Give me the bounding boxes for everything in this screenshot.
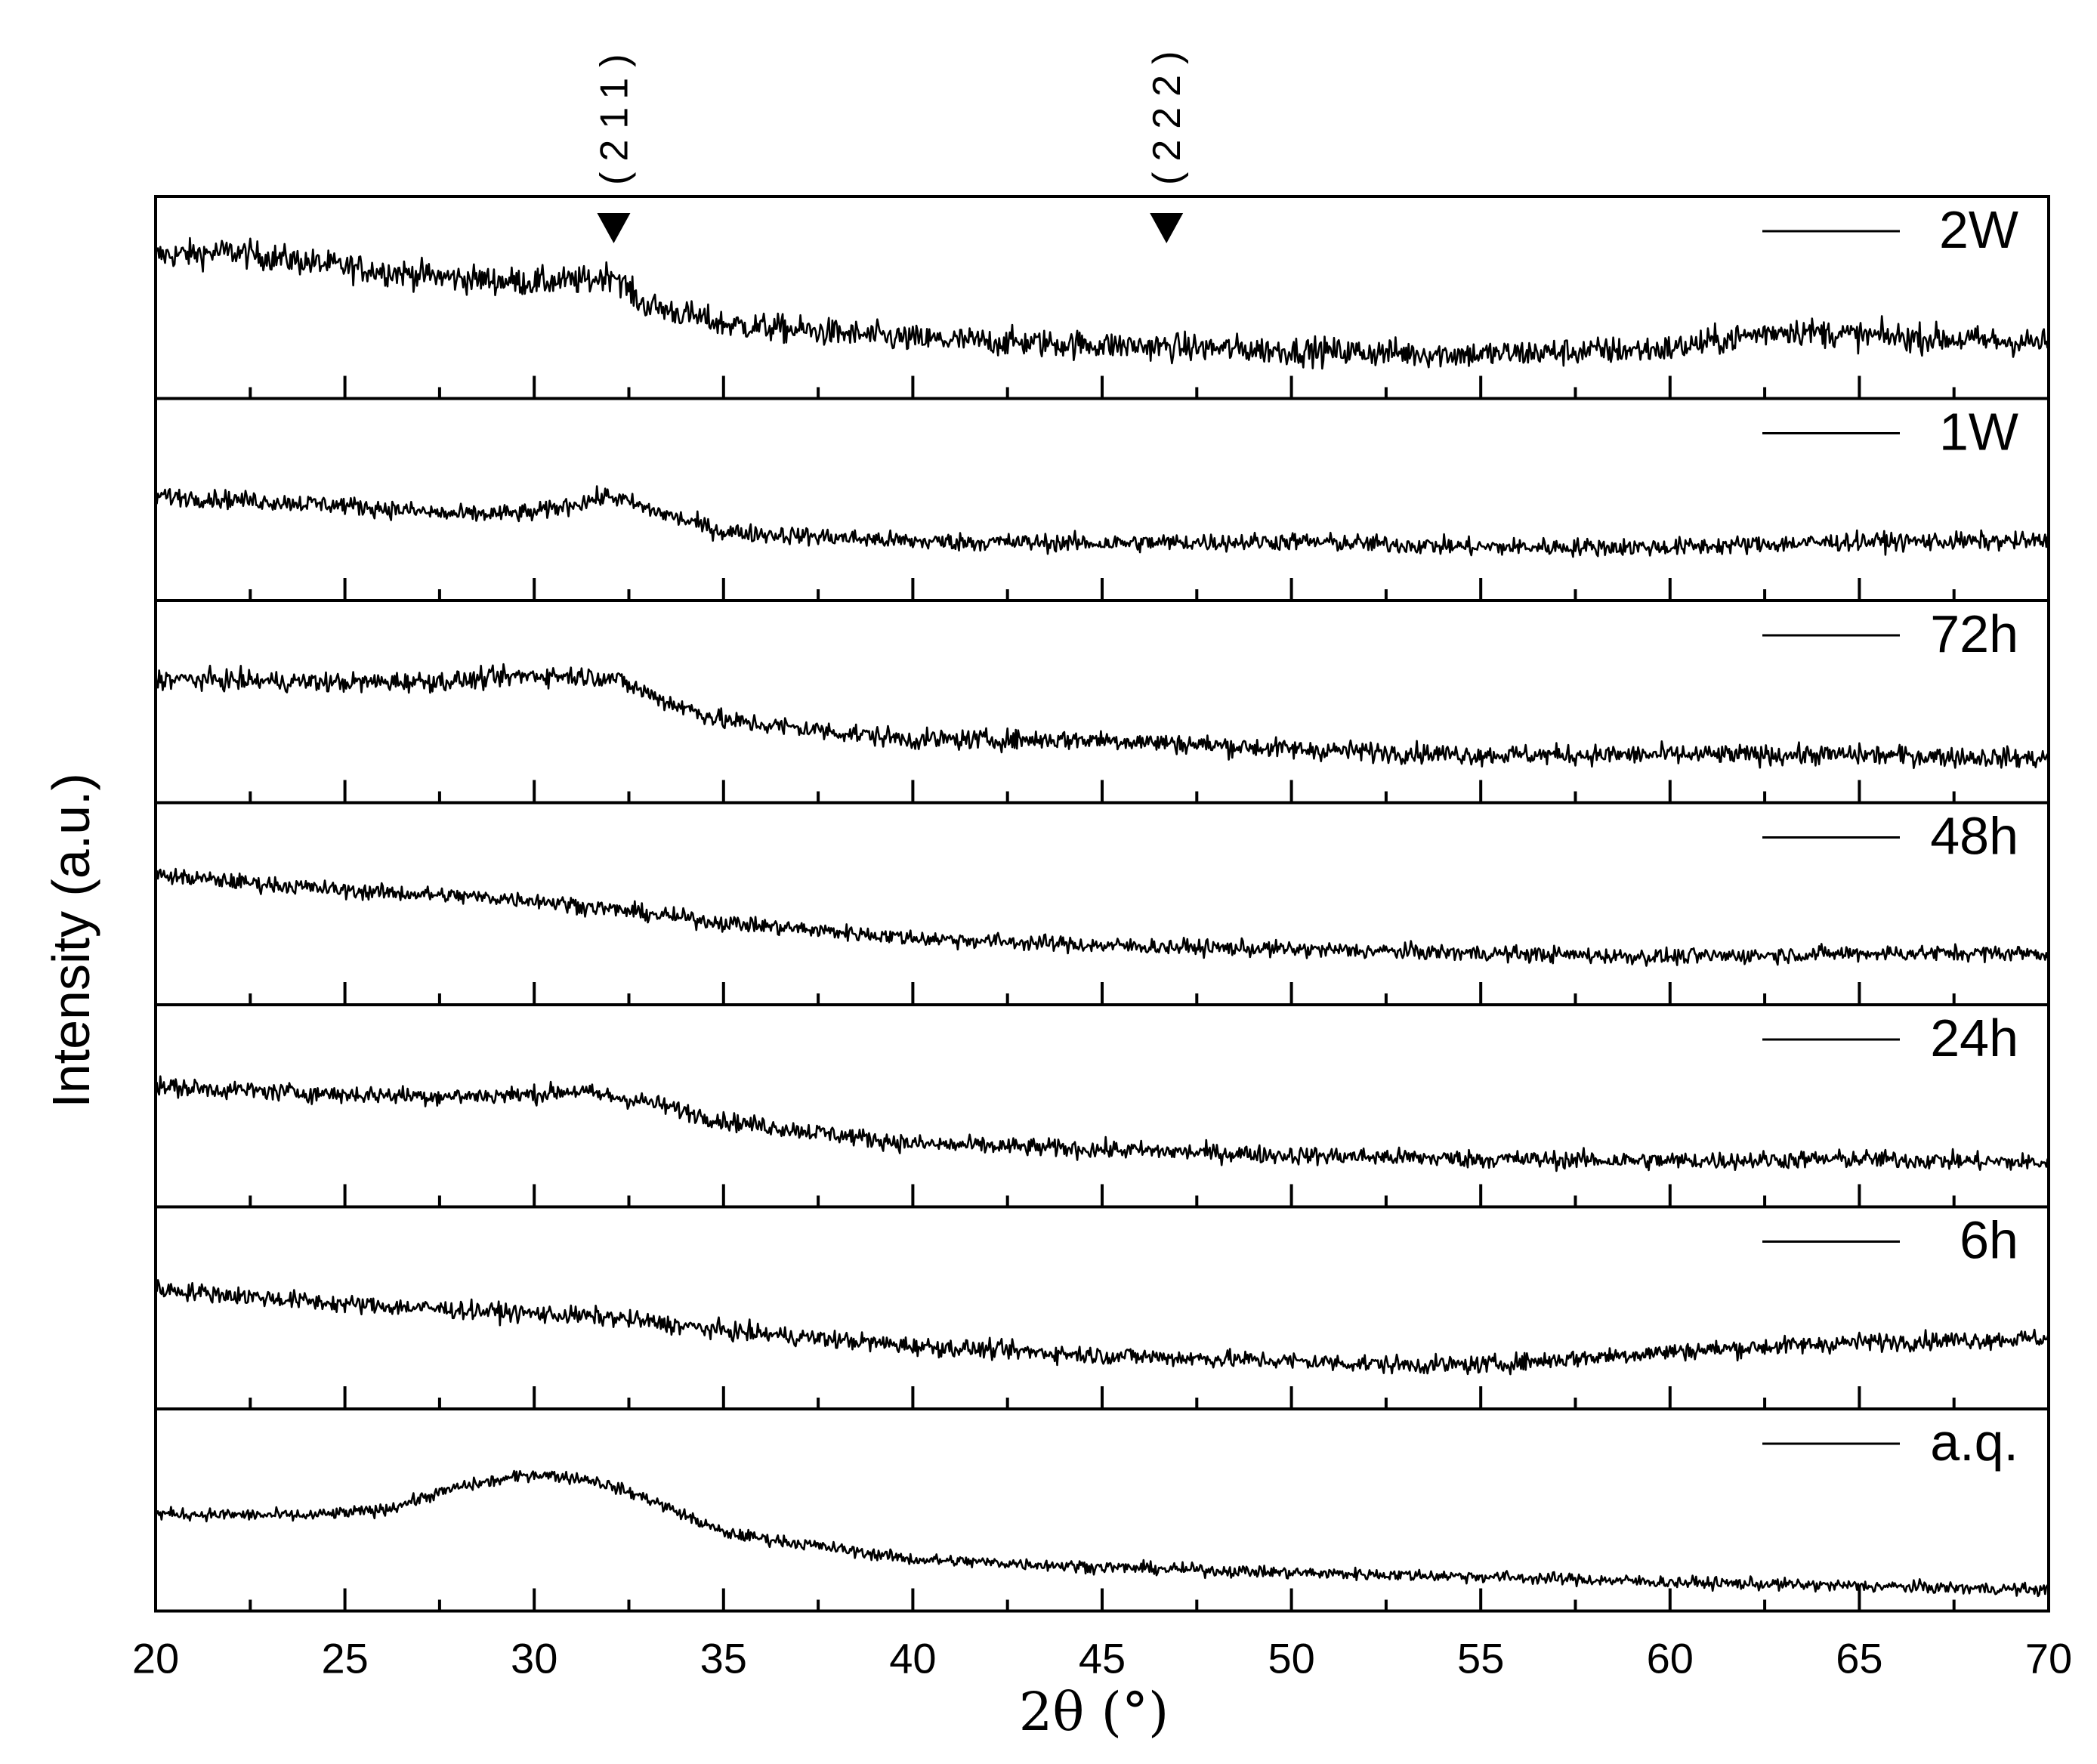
series-line: [154, 663, 2050, 770]
series-line: [154, 867, 2050, 967]
peak-annotation: (222): [1145, 41, 1189, 243]
peak-marker: [1150, 213, 1184, 243]
panel-frame: [154, 1003, 2050, 1209]
y-axis-title: Intensity (a.u.): [42, 773, 100, 1108]
panel: 48h: [154, 801, 2050, 1006]
peak-marker: [597, 213, 631, 243]
x-tick-label: 30: [511, 1635, 557, 1682]
x-tick-label: 65: [1836, 1635, 1882, 1682]
x-tick-label: 45: [1079, 1635, 1126, 1682]
peak-annotation: (211): [592, 43, 636, 243]
x-axis-title: 2θ (°): [1019, 1681, 1169, 1743]
legend-label: 48h: [1930, 807, 2018, 866]
x-tick-label: 60: [1647, 1635, 1694, 1682]
panel: 2W: [154, 195, 2050, 400]
series-line: [154, 1279, 2050, 1376]
panel: 6h: [154, 1205, 2050, 1410]
legend-label: 1W: [1939, 403, 2018, 462]
x-tick-label: 70: [2025, 1635, 2072, 1682]
peak-label: (211): [592, 43, 636, 185]
x-tick-labels: 20 25 30 35 40 45 50 55 60 65 70: [132, 1635, 2072, 1682]
x-tick-label: 20: [132, 1635, 179, 1682]
legend-label: 24h: [1930, 1009, 2018, 1067]
panel-frame: [154, 599, 2050, 805]
series-line: [154, 485, 2050, 558]
x-tick-label: 55: [1457, 1635, 1504, 1682]
legend-label: 2W: [1939, 200, 2018, 259]
panel: 1W: [154, 397, 2050, 602]
peak-annotations: (211) (222): [592, 41, 1189, 243]
series-line: [154, 236, 2050, 370]
panels-group: 2W 1W 72h 48h 24h 6h a.q.: [154, 195, 2050, 1613]
panel: 24h: [154, 1003, 2050, 1209]
x-tick-label: 40: [889, 1635, 936, 1682]
legend-label: a.q.: [1930, 1413, 2018, 1472]
panel-frame: [154, 1407, 2050, 1613]
panel-frame: [154, 397, 2050, 602]
legend-label: 72h: [1930, 604, 2018, 663]
x-tick-label: 35: [700, 1635, 747, 1682]
panel-frame: [154, 801, 2050, 1006]
series-line: [154, 1075, 2050, 1172]
peak-label: (222): [1145, 41, 1189, 185]
x-tick-label: 50: [1268, 1635, 1314, 1682]
x-tick-label: 25: [321, 1635, 368, 1682]
legend-label: 6h: [1960, 1211, 2018, 1270]
panel: a.q.: [154, 1407, 2050, 1613]
panel: 72h: [154, 599, 2050, 805]
series-line: [154, 1469, 2049, 1598]
panel-frame: [154, 195, 2050, 400]
